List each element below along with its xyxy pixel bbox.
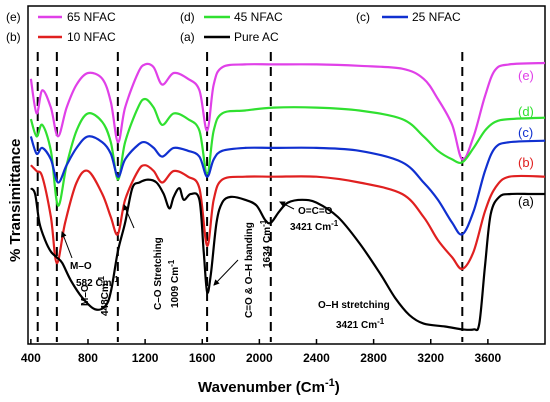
legend-label-c: 25 NFAC <box>412 10 461 24</box>
legend-label-e: 65 NFAC <box>67 10 116 24</box>
legend-code-e: (e) <box>6 10 21 24</box>
ann-oh-num: 3421 Cm <box>336 320 377 331</box>
y-axis-title: % Transimittance <box>7 139 24 262</box>
series-line-d <box>29 97 546 207</box>
series-line-b <box>30 164 546 271</box>
ann-oh-sup: -1 <box>377 317 385 326</box>
series-line-e <box>29 61 546 161</box>
series-line-c <box>29 135 546 236</box>
ann-oh-title: O–H stretching <box>318 300 390 311</box>
arrow-mo-582 <box>60 231 73 259</box>
legend-code-a: (a) <box>180 30 195 44</box>
ann-co-oh-num: 1634 Cm <box>262 227 273 268</box>
series-tag-e: (e) <box>518 68 534 83</box>
x-tick-label-2000: 2000 <box>246 351 273 365</box>
ann-co-title: C–O Stretching <box>153 237 164 310</box>
x-tick-label-2400: 2400 <box>303 351 330 365</box>
ann-mo-448-sup: -1 <box>97 276 106 284</box>
ann-co-sup: -1 <box>167 259 176 267</box>
ann-mo-582-sup: -1 <box>112 275 120 284</box>
series-tag-b: (b) <box>518 155 534 170</box>
legend-label-b: 10 NFAC <box>67 30 116 44</box>
ann-oh-value: 3421 Cm-1 <box>336 317 385 331</box>
legend-label-d: 45 NFAC <box>234 10 283 24</box>
series-tag-c: (c) <box>518 125 533 140</box>
ann-mo-448-value: 448Cm-1 <box>97 276 111 316</box>
ann-mo-448-num: 448Cm <box>100 283 111 316</box>
x-tick-label-1600: 1600 <box>189 351 216 365</box>
ann-co-oh-title: C=O & O–H banding <box>244 222 255 318</box>
ann-oco-num: 3421 Cm <box>290 222 331 233</box>
arrow-oco <box>279 201 295 210</box>
x-tick-label-3600: 3600 <box>475 351 502 365</box>
x-axis-title: Wavenumber (Cm-1) <box>198 377 340 396</box>
arrow-co-stretch <box>123 204 135 229</box>
x-axis-title-tail: ) <box>335 379 340 396</box>
ann-oco-value: 3421 Cm-1 <box>290 219 339 233</box>
legend: (e) 65 NFAC (d) 45 NFAC (c) 25 NFAC (b) … <box>6 10 461 44</box>
x-tick-label-3200: 3200 <box>417 351 444 365</box>
x-axis-title-main: Wavenumber (Cm <box>198 379 325 396</box>
ann-mo-448-title: M–O <box>80 284 91 306</box>
series-line-a <box>30 178 545 332</box>
legend-code-c: (c) <box>356 10 370 24</box>
ann-co-oh-sup: -1 <box>259 219 268 227</box>
series-layer <box>29 61 546 332</box>
x-tick-label-1200: 1200 <box>132 351 159 365</box>
ann-mo-582-value: 582 Cm-1 <box>76 275 119 289</box>
series-tag-a: (a) <box>518 194 534 209</box>
legend-code-d: (d) <box>180 10 195 24</box>
arrow-co-oh <box>213 259 239 286</box>
x-tick-label-400: 400 <box>21 351 41 365</box>
x-ticks: 400 800 1200 1600 2000 2400 2800 3200 3600 <box>21 339 502 365</box>
ann-co-oh-value: 1634 Cm-1 <box>259 219 273 268</box>
ann-mo-582-title: M–O <box>70 261 92 272</box>
ann-oco-sup: -1 <box>331 219 339 228</box>
ann-mo-582-num: 582 Cm <box>76 278 112 289</box>
annotations: M–O 582 Cm-1 M–O 448Cm-1 C–O Stretching … <box>60 201 390 331</box>
x-axis-title-sup: -1 <box>325 377 335 389</box>
ann-oco-title: O=C=O <box>298 206 333 217</box>
series-tag-d: (d) <box>518 104 534 119</box>
legend-code-b: (b) <box>6 30 21 44</box>
x-tick-label-800: 800 <box>78 351 98 365</box>
ann-co-num: 1009 Cm <box>170 267 181 308</box>
plot-frame <box>27 5 546 345</box>
x-tick-label-2800: 2800 <box>360 351 387 365</box>
legend-label-a: Pure AC <box>234 30 279 44</box>
ann-co-value: 1009 Cm-1 <box>167 259 181 308</box>
